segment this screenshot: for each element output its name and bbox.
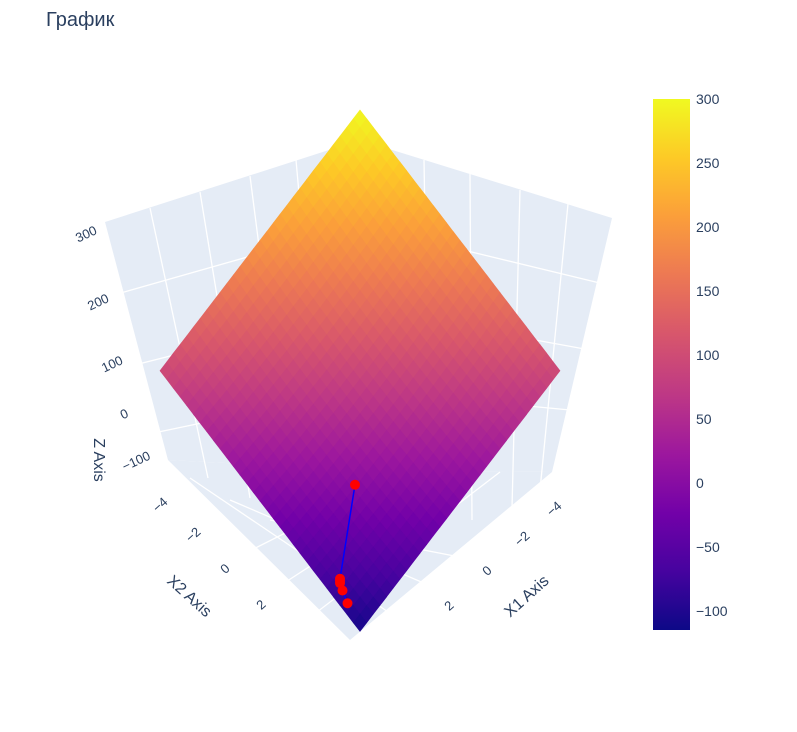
colorbar-tick-label: −50 [696, 539, 720, 555]
x2-tick-label: −2 [182, 524, 203, 545]
trajectory-point [337, 585, 348, 596]
x2-axis-title: X2 Axis [163, 572, 214, 620]
x1-tick-label: −2 [511, 528, 532, 549]
z-tick-label: 200 [85, 291, 111, 314]
colorbar-tick-label: 200 [696, 219, 720, 235]
x1-tick-label: 2 [441, 598, 456, 614]
trajectory[interactable] [335, 479, 360, 609]
surface-cell [352, 613, 368, 632]
colorbar-ticks: 300 250 200 150 100 50 0 −50 −100 [696, 91, 728, 619]
colorbar-tick-label: 300 [696, 91, 720, 107]
z-tick-label: −100 [120, 448, 153, 474]
z-tick-label: 100 [99, 353, 125, 376]
trajectory-point [350, 479, 360, 490]
colorbar-tick-label: 100 [696, 347, 720, 363]
chart-title: График [46, 9, 115, 31]
z-axis-title: Z Axis [90, 438, 107, 482]
surface-mesh[interactable] [159, 109, 561, 632]
colorbar-gradient [653, 99, 690, 630]
z-tick-label: 0 [118, 406, 131, 423]
colorbar-tick-label: −100 [696, 603, 728, 619]
z-tick-label: 300 [73, 223, 99, 246]
colorbar-tick-label: 250 [696, 155, 720, 171]
x1-axis-title: X1 Axis [501, 572, 552, 620]
x1-tick-label: 0 [479, 563, 494, 579]
colorbar-tick-label: 150 [696, 283, 720, 299]
trajectory-point [342, 598, 353, 609]
x2-tick-label: −4 [149, 494, 170, 515]
colorbar: 300 250 200 150 100 50 0 −50 −100 [653, 91, 728, 630]
x1-tick-label: −4 [543, 498, 564, 519]
x2-tick-label: 2 [253, 597, 268, 613]
colorbar-tick-label: 50 [696, 411, 712, 427]
colorbar-tick-label: 0 [696, 475, 704, 491]
